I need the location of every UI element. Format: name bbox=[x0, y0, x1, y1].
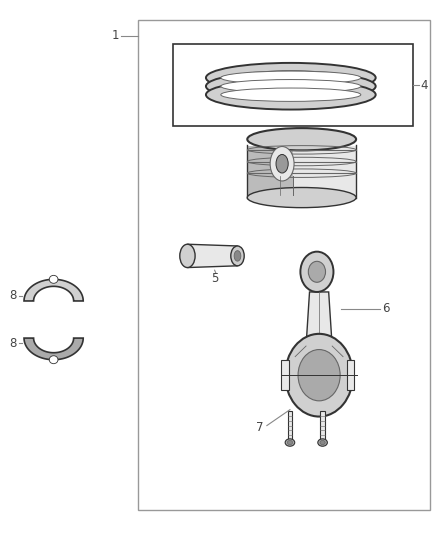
Ellipse shape bbox=[206, 63, 376, 93]
Polygon shape bbox=[247, 146, 356, 198]
Text: 8: 8 bbox=[9, 337, 17, 350]
Circle shape bbox=[285, 334, 353, 417]
Text: 8: 8 bbox=[9, 289, 17, 302]
Bar bbox=[346, 360, 354, 390]
Circle shape bbox=[300, 252, 333, 292]
Ellipse shape bbox=[318, 439, 327, 446]
Ellipse shape bbox=[206, 71, 376, 101]
Ellipse shape bbox=[247, 188, 356, 208]
Polygon shape bbox=[24, 338, 83, 360]
Ellipse shape bbox=[231, 246, 244, 266]
Ellipse shape bbox=[276, 155, 288, 173]
Text: 1: 1 bbox=[111, 29, 119, 42]
Text: 6: 6 bbox=[382, 302, 389, 316]
Bar bbox=[288, 411, 292, 442]
Ellipse shape bbox=[206, 80, 376, 110]
Circle shape bbox=[308, 261, 325, 282]
Bar bbox=[281, 360, 289, 390]
Ellipse shape bbox=[221, 88, 361, 101]
Ellipse shape bbox=[221, 79, 361, 93]
Ellipse shape bbox=[234, 251, 241, 261]
Polygon shape bbox=[291, 346, 347, 359]
Bar bbox=[138, 20, 430, 511]
Text: 4: 4 bbox=[420, 79, 428, 92]
Ellipse shape bbox=[221, 71, 361, 84]
Polygon shape bbox=[247, 146, 293, 198]
Polygon shape bbox=[24, 279, 83, 301]
Ellipse shape bbox=[247, 128, 356, 150]
Ellipse shape bbox=[49, 276, 58, 284]
Ellipse shape bbox=[49, 356, 58, 364]
Ellipse shape bbox=[180, 244, 195, 268]
Text: 5: 5 bbox=[211, 272, 218, 285]
Ellipse shape bbox=[270, 147, 294, 181]
Polygon shape bbox=[306, 292, 332, 346]
Polygon shape bbox=[187, 244, 237, 268]
Circle shape bbox=[298, 350, 340, 401]
Bar bbox=[173, 44, 413, 126]
Text: 7: 7 bbox=[256, 421, 263, 434]
Ellipse shape bbox=[287, 440, 293, 445]
Bar bbox=[321, 411, 325, 442]
Ellipse shape bbox=[320, 440, 325, 445]
Ellipse shape bbox=[285, 439, 295, 446]
